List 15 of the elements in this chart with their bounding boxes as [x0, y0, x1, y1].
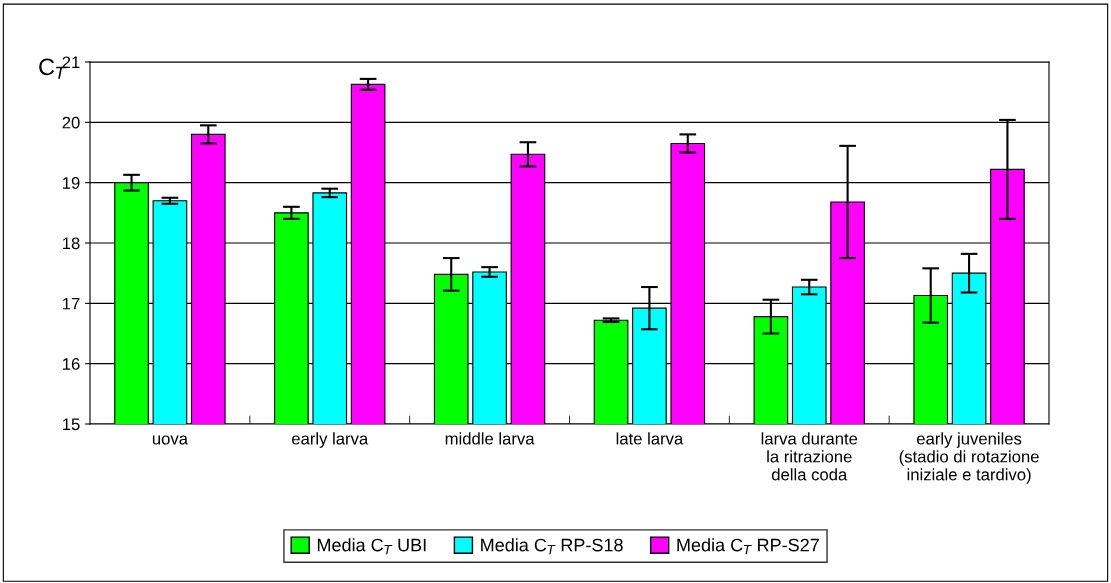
x-tick-label: uova [152, 435, 188, 445]
y-tick-label: 20 [62, 116, 80, 129]
legend-label: Media C$_{T}$ UBI [317, 538, 426, 555]
x-tick-label: early juveniles (stadio di rotazione iniziale e tardivo) [899, 432, 1039, 484]
y-tick-label: 15 [63, 418, 80, 431]
legend-label: Media C$_{T}$ RP-S27 [677, 538, 819, 555]
x-tick-label: early larva [292, 432, 369, 448]
y-tick-label: 18 [63, 237, 80, 250]
x-tick-label: middle larva [445, 432, 535, 445]
legend-label: Media C$_{T}$ RP-S18 [481, 538, 623, 555]
x-tick-label: late larva [616, 432, 684, 445]
y-tick-label: 17 [63, 297, 80, 310]
y-tick-label: 19 [63, 177, 80, 189]
x-tick-label: larva durante la ritrazione della coda [761, 432, 858, 481]
y-tick-label: 16 [63, 358, 80, 370]
